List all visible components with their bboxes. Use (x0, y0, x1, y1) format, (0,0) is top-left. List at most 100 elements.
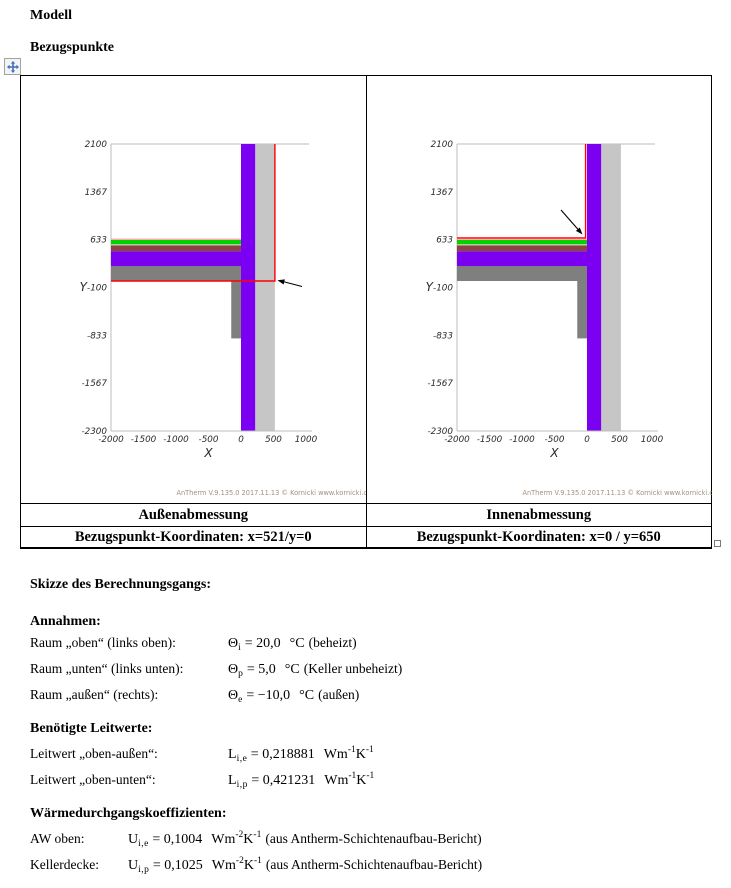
caption-aussenabmessung: Außenabmessung (20, 503, 367, 527)
coords-innen: Bezugspunkt-Koordinaten: x=0 / y=650 (365, 526, 712, 549)
svg-text:-100: -100 (87, 284, 107, 294)
row-label: Raum „unten“ (links unten): (30, 661, 184, 676)
section-heading-leitwerte: Benötigte Leitwerte: (30, 721, 153, 736)
floor-layer-gray (456, 266, 587, 281)
svg-text:-1000: -1000 (509, 435, 535, 445)
svg-text:-1567: -1567 (427, 379, 453, 389)
antherm-credit: AnTherm V.9.135.0 2017.11.13 © Kornicki … (522, 489, 712, 497)
svg-text:-1000: -1000 (163, 435, 189, 445)
row-label: Raum „außen“ (rechts): (30, 687, 159, 702)
wall-cladding (600, 144, 621, 431)
basement-wall-stub (576, 281, 587, 339)
x-axis-label: X (203, 446, 213, 460)
svg-text:-500: -500 (544, 435, 564, 445)
assumption-row: Raum „außen“ (rechts): Θe = −10,0 °C (außen… (30, 682, 720, 708)
reference-outline-outer (111, 144, 276, 282)
floor-layer-pale (111, 244, 241, 246)
svg-text:-2000: -2000 (444, 435, 470, 445)
basement-wall-stub (231, 281, 241, 339)
caption-innenabmessung: Innenabmessung (365, 503, 712, 527)
section-heading-ukoeff: Wärmedurchgangskoeffizienten: (30, 806, 227, 821)
svg-text:2100: 2100 (430, 140, 453, 150)
diagram-innenabmessung[interactable]: 2100 1367 633 -100 -833 -1567 -2300 Y -2… (367, 76, 712, 503)
svg-text:-1567: -1567 (81, 379, 107, 389)
row-equation: Θp = 5,0 °C (Keller unbeheizt) (228, 661, 403, 679)
section-heading-skizze: Skizze des Berechnungsgangs: (30, 577, 211, 592)
coords-aussen: Bezugspunkt-Koordinaten: x=521/y=0 (20, 526, 367, 549)
floor-layer-pink (111, 238, 241, 240)
svg-text:633: 633 (90, 236, 107, 246)
row-equation: Li,e = 0,218881 Wm-1K-1 (228, 745, 374, 764)
row-label: Kellerdecke: (30, 857, 99, 872)
diagram-cell-innen: 2100 1367 633 -100 -833 -1567 -2300 Y -2… (365, 75, 712, 504)
floor-layer-purple (456, 251, 587, 266)
row-equation: Li,p = 0,421231 Wm-1K-1 (228, 771, 375, 790)
wall-cladding (255, 144, 275, 431)
svg-text:-1500: -1500 (131, 435, 157, 445)
table-resize-handle[interactable] (714, 540, 721, 547)
page-title: Modell (30, 8, 72, 23)
svg-text:500: 500 (265, 435, 282, 445)
calculation-notes: Skizze des Berechnungsgangs: Annahmen: R… (30, 577, 720, 875)
diagram-aussenabmessung[interactable]: 2100 1367 633 -100 -833 -1567 -2300 Y -2… (21, 76, 366, 503)
wall-insulation (586, 144, 601, 431)
svg-text:1000: 1000 (295, 435, 318, 445)
svg-text:1000: 1000 (640, 435, 663, 445)
floor-layer-pale (456, 244, 587, 246)
svg-text:633: 633 (436, 236, 453, 246)
svg-text:1367: 1367 (430, 188, 453, 198)
x-axis-label: X (549, 446, 559, 460)
y-axis-label: Y (425, 280, 434, 294)
svg-text:0: 0 (238, 435, 244, 445)
x-axis-ticks: -2000 -1500 -1000 -500 0 500 1000 (98, 435, 317, 445)
svg-text:-2300: -2300 (81, 427, 107, 437)
svg-text:-2000: -2000 (98, 435, 124, 445)
diagram-cell-aussen: 2100 1367 633 -100 -833 -1567 -2300 Y -2… (20, 75, 367, 504)
row-equation: Ui,p = 0,1025 Wm-2K-1 (aus Antherm-Schicht… (128, 856, 483, 875)
y-axis-label: Y (80, 280, 89, 294)
svg-text:0: 0 (584, 435, 590, 445)
svg-text:-833: -833 (87, 331, 107, 341)
table-move-handle[interactable] (4, 58, 21, 75)
svg-text:-500: -500 (199, 435, 219, 445)
row-label: Raum „oben“ (links oben): (30, 635, 176, 650)
ukoeff-row: AW oben: Ui,e = 0,1004 Wm-2K-1 (aus Antherm… (30, 822, 720, 849)
row-equation: Θi = 20,0 °C (beheizt) (228, 635, 357, 653)
wall-insulation (241, 144, 256, 431)
y-axis-ticks: 2100 1367 633 -100 -833 -1567 -2300 (427, 140, 453, 437)
row-label: AW oben: (30, 831, 85, 846)
svg-text:2100: 2100 (85, 140, 108, 150)
leitwert-row: Leitwert „oben-unten“: Li,p = 0,421231 Wm-… (30, 763, 720, 790)
ukoeff-row: Kellerdecke: Ui,p = 0,1025 Wm-2K-1 (aus Ant… (30, 848, 720, 875)
reference-arrow (277, 279, 303, 288)
row-equation: Θe = −10,0 °C (außen) (228, 687, 360, 705)
floor-layer-pink (456, 238, 587, 240)
floor-layer-green (456, 240, 587, 245)
svg-text:1367: 1367 (85, 188, 108, 198)
svg-text:-833: -833 (433, 331, 453, 341)
floor-layer-green (111, 240, 241, 245)
assumption-row: Raum „oben“ (links oben): Θi = 20,0 °C (beh… (30, 630, 720, 656)
move-icon (6, 60, 19, 73)
bezugspunkte-table: 2100 1367 633 -100 -833 -1567 -2300 Y -2… (20, 75, 712, 549)
floor-layer-brown (456, 245, 587, 252)
floor-layer-purple (111, 251, 241, 266)
floor-layer-brown (111, 245, 241, 252)
y-axis-ticks: 2100 1367 633 -100 -833 -1567 -2300 (81, 140, 107, 437)
svg-text:500: 500 (611, 435, 628, 445)
svg-text:-100: -100 (433, 284, 453, 294)
svg-text:-1500: -1500 (476, 435, 502, 445)
reference-outline-inner (456, 144, 586, 239)
antherm-credit: AnTherm V.9.135.0 2017.11.13 © Kornicki … (176, 489, 366, 497)
page-subtitle: Bezugspunkte (30, 40, 115, 55)
row-label: Leitwert „oben-außen“: (30, 746, 158, 761)
leitwert-row: Leitwert „oben-außen“: Li,e = 0,218881 Wm-… (30, 737, 720, 764)
reference-arrow (560, 209, 582, 235)
svg-text:-2300: -2300 (427, 427, 453, 437)
row-label: Leitwert „oben-unten“: (30, 772, 156, 787)
assumption-row: Raum „unten“ (links unten): Θp = 5,0 °C (Ke… (30, 656, 720, 682)
section-heading-annahmen: Annahmen: (30, 614, 101, 629)
floor-layer-gray (111, 266, 241, 281)
row-equation: Ui,e = 0,1004 Wm-2K-1 (aus Antherm-Schicht… (128, 830, 482, 849)
x-axis-ticks: -2000 -1500 -1000 -500 0 500 1000 (444, 435, 663, 445)
